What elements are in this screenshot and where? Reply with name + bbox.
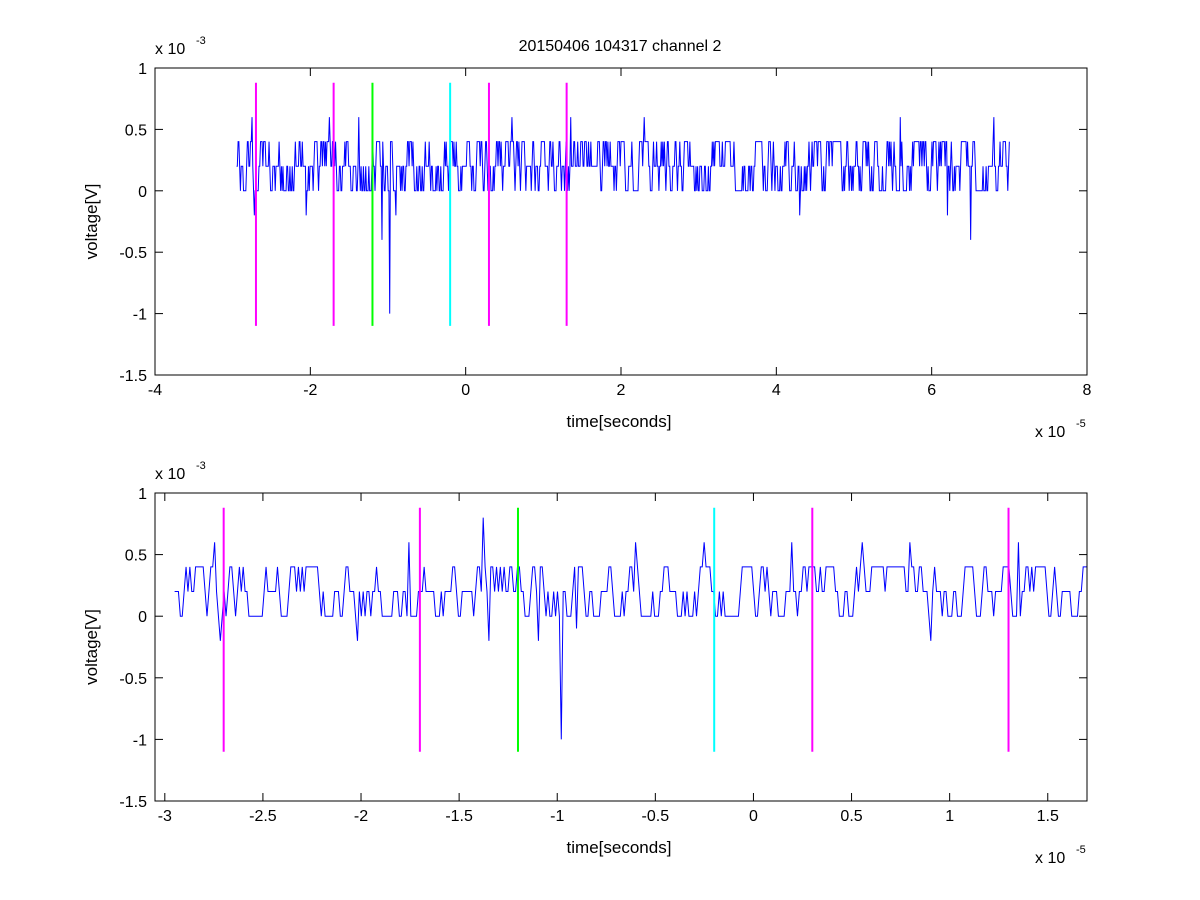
subplot-bottom: -3 -2.5 -2 -1.5 -1 -0.5 0 0.5 1 1.5 -1.5 -1 -0.5 0 0.5… <box>82 460 1088 867</box>
subplot-top-y-tick-label: -1 <box>133 307 147 324</box>
subplot-top-y-exponent-base: x 10 <box>155 41 185 58</box>
subplot-top-y-tick-label: 0.5 <box>125 122 147 139</box>
subplot-top-x-tick-label: 2 <box>617 382 626 399</box>
subplot-top-signal <box>236 117 1010 314</box>
subplot-bottom-ylabel: voltage[V] <box>82 609 101 685</box>
subplot-top-x-exponent-power: -5 <box>1076 418 1086 430</box>
subplot-top-y-exponent-power: -3 <box>196 35 206 47</box>
subplot-top-x-exponent-base: x 10 <box>1035 424 1065 441</box>
subplot-bottom-y-tick-label: -1 <box>133 732 147 749</box>
subplot-bottom-y-tick-label: 0 <box>138 609 147 626</box>
subplot-top-axes-frame <box>154 67 1088 376</box>
subplot-top-y-exponent: x 10 -3 <box>155 35 206 58</box>
subplot-top-ylabel: voltage[V] <box>82 184 101 260</box>
subplot-bottom-x-tick-label: -1.5 <box>445 808 473 825</box>
subplot-bottom-y-tick-label: 1 <box>138 486 147 503</box>
subplot-bottom-y-exponent-base: x 10 <box>155 466 185 483</box>
subplot-top-markers <box>254 82 568 326</box>
subplot-bottom-x-tick-label: -0.5 <box>642 808 670 825</box>
figure-title: 20150406 104317 channel 2 <box>519 38 722 55</box>
subplot-top-xlabel: time[seconds] <box>567 412 672 431</box>
subplot-top-x-tick-label: 6 <box>927 382 936 399</box>
subplot-top: -4 -2 0 2 4 6 8 -1.5 -1 -0.5 0 0.5 1 time[seconds] v… <box>82 35 1092 441</box>
subplot-bottom-markers <box>222 507 1010 752</box>
subplot-bottom-x-tick-label: 0.5 <box>840 808 862 825</box>
subplot-bottom-y-tick-label: 0.5 <box>125 548 147 565</box>
subplot-bottom-x-tick-label: -2 <box>354 808 368 825</box>
subplot-bottom-y-exponent: x 10 -3 <box>155 460 206 483</box>
subplot-top-signal-line <box>236 117 1010 314</box>
subplot-bottom-x-exponent-power: -5 <box>1076 844 1086 856</box>
subplot-bottom-signal-line <box>174 517 1087 740</box>
subplot-bottom-x-tick-label: -3 <box>158 808 172 825</box>
subplot-bottom-x-exponent-base: x 10 <box>1035 850 1065 867</box>
subplot-bottom-ticks <box>155 492 1087 802</box>
subplot-bottom-x-tick-label: 1 <box>945 808 954 825</box>
subplot-bottom-axes-frame <box>154 492 1088 802</box>
subplot-top-x-tick-label: -4 <box>148 382 162 399</box>
subplot-top-x-tick-label: 8 <box>1083 382 1092 399</box>
subplot-top-y-tick-label: 1 <box>138 61 147 78</box>
subplot-bottom-y-exponent-power: -3 <box>196 460 206 472</box>
subplot-top-x-tick-label: 0 <box>461 382 470 399</box>
subplot-bottom-x-tick-label: -2.5 <box>249 808 277 825</box>
subplot-bottom-x-tick-label: -1 <box>550 808 564 825</box>
subplot-top-x-tick-label: -2 <box>303 382 317 399</box>
subplot-bottom-x-tick-label: 1.5 <box>1037 808 1059 825</box>
subplot-bottom-x-tick-label: 0 <box>749 808 758 825</box>
subplot-top-y-tick-label: -1.5 <box>119 368 147 385</box>
subplot-top-tick-labels: -4 -2 0 2 4 6 8 -1.5 -1 -0.5 0 0.5 1 <box>119 61 1091 399</box>
subplot-top-ticks <box>154 67 1088 376</box>
subplot-top-x-exponent: x 10 -5 <box>1035 418 1086 441</box>
subplot-top-x-tick-label: 4 <box>772 382 781 399</box>
subplot-bottom-xlabel: time[seconds] <box>567 838 672 857</box>
subplot-bottom-tick-labels: -3 -2.5 -2 -1.5 -1 -0.5 0 0.5 1 1.5 -1.5 -1 -0.5 0 0.5… <box>119 486 1059 825</box>
subplot-bottom-signal <box>174 517 1087 740</box>
subplot-top-y-tick-label: 0 <box>138 184 147 201</box>
subplot-bottom-y-tick-label: -0.5 <box>119 671 147 688</box>
subplot-top-y-tick-label: -0.5 <box>119 245 147 262</box>
subplot-bottom-y-tick-label: -1.5 <box>119 794 147 811</box>
subplot-bottom-x-exponent: x 10 -5 <box>1035 844 1086 867</box>
